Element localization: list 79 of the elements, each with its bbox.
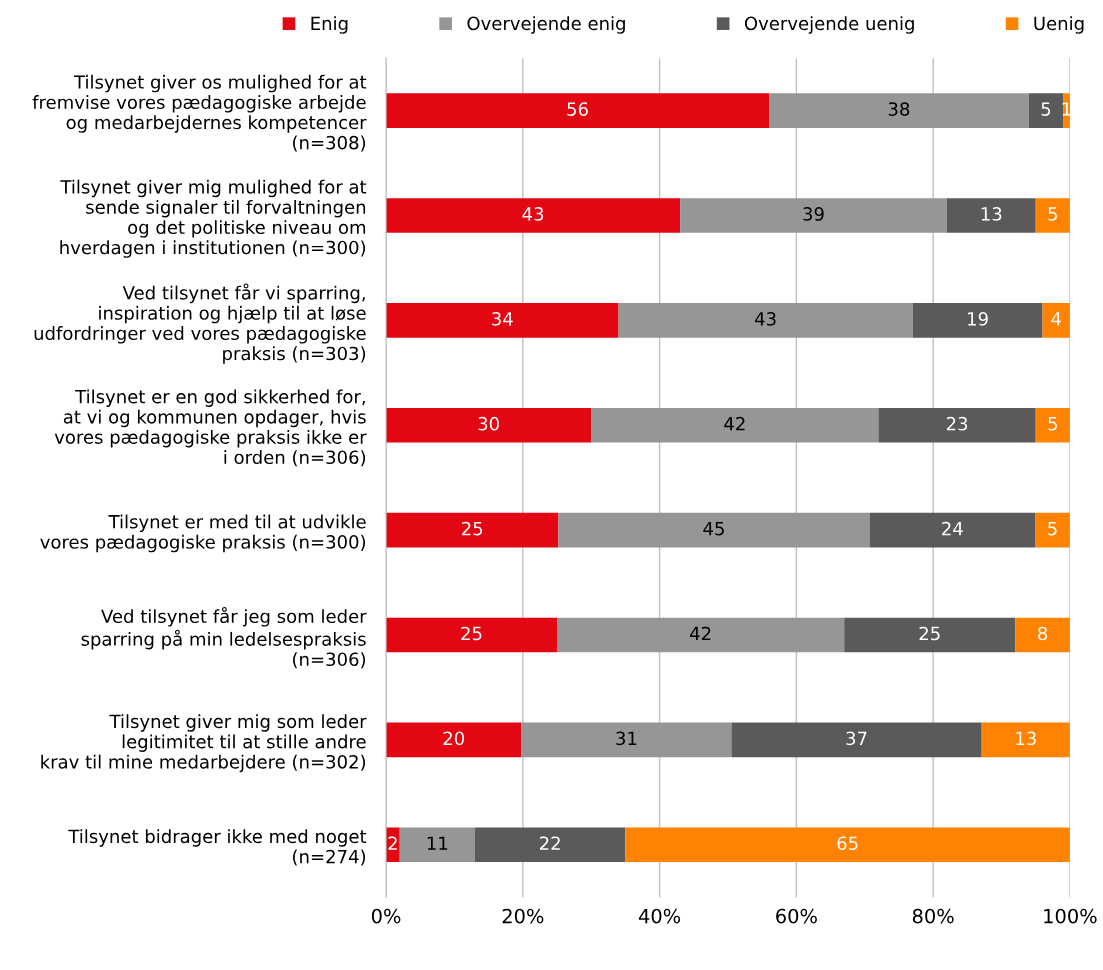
legend-label: Enig [311, 16, 348, 34]
data-label: 42 [690, 626, 711, 641]
x-tick-label: 0% [371, 908, 401, 924]
data-label: 38 [888, 102, 910, 116]
data-label: 5 [1048, 207, 1057, 221]
bar [386, 198, 681, 233]
data-label: 39 [803, 207, 824, 221]
data-label: 30 [478, 416, 499, 431]
bar [474, 827, 626, 863]
bar [386, 93, 770, 128]
data-label: 34 [492, 311, 513, 326]
bar [558, 512, 870, 548]
data-label: 22 [540, 836, 560, 850]
bar [386, 303, 619, 338]
legend-label: Overvejende enig [467, 16, 625, 34]
bar [981, 722, 1070, 758]
bar [591, 407, 879, 443]
y-tick-label: Tilsynet giver mig mulighed for at sende signaler til forvaltningen og det politiske niveau om hverdagen i institutionen (n=300) [60, 179, 367, 258]
data-label: 5 [1041, 102, 1051, 116]
x-tick-label: 60% [776, 908, 817, 924]
data-label: 45 [703, 521, 724, 536]
bar [1015, 617, 1070, 653]
bar [1035, 512, 1070, 548]
data-label: 24 [942, 521, 963, 536]
bar [399, 827, 475, 863]
bar [1042, 303, 1070, 338]
bar [557, 617, 845, 653]
y-tick-label: Ved tilsynet får jeg som leder sparring på min ledelsespraksis (n=306) [81, 606, 367, 669]
y-tick-label: Tilsynet er en god sikkerhed for, at vi og kommunen opdager, hvis vores pædagogiske praksis ikke er i orden (n=306) [54, 389, 367, 467]
y-tick-label: Tilsynet bidrager ikke med noget (n=274) [68, 829, 367, 866]
bar [386, 722, 522, 758]
bar [386, 407, 592, 443]
legend-label: Overvejende uenig [744, 16, 914, 34]
bar [912, 303, 1043, 338]
data-label: 19 [968, 311, 988, 326]
bar [844, 617, 1016, 653]
bar [1028, 93, 1064, 128]
x-tick-label: 20% [502, 908, 544, 924]
bar [521, 722, 732, 758]
data-label: 25 [462, 521, 483, 536]
data-label: 20 [443, 731, 465, 746]
data-label: 23 [946, 416, 968, 431]
data-label: 13 [981, 207, 1002, 221]
data-label: 65 [837, 836, 858, 851]
bar [625, 827, 1070, 863]
bar [769, 93, 1029, 128]
data-label: 37 [846, 731, 867, 746]
bar [386, 512, 559, 548]
y-tick-label: Tilsynet giver os mulighed for at fremvise vores pædagogiske arbejde og medarbejdernes kompetencer (n=308) [32, 74, 367, 152]
data-label: 13 [1016, 731, 1036, 746]
data-label: 56 [567, 102, 588, 116]
bar [618, 303, 913, 338]
legend-label: Uenig [1034, 16, 1084, 34]
x-tick-label: 100% [1044, 908, 1097, 924]
x-tick-label: 80% [912, 908, 954, 924]
data-label: 2 [388, 836, 397, 850]
bar [946, 198, 1036, 233]
bar [869, 512, 1036, 548]
bar [731, 722, 982, 758]
bar [386, 617, 558, 653]
bar [1035, 407, 1070, 443]
bar [1035, 198, 1070, 233]
bar [680, 198, 947, 233]
data-label: 25 [461, 626, 482, 641]
data-label: 8 [1038, 626, 1048, 641]
data-label: 4 [1051, 312, 1061, 326]
y-tick-label: Tilsynet er med til at udvikle vores pædagogiske praksis (n=300) [40, 514, 366, 553]
y-tick-label: Tilsynet giver mig som leder legitimitet til at stille andre krav til mine medarbejdere (n=302) [41, 714, 367, 773]
data-label: 11 [427, 836, 448, 850]
data-label: 43 [522, 207, 544, 221]
data-label: 5 [1048, 417, 1057, 431]
data-label: 43 [754, 311, 776, 326]
y-tick-label: Ved tilsynet får vi sparring, inspiration og hjælp til at løse udfordringer ved vores pædagogiske praksis (n=303) [34, 283, 366, 364]
bar [878, 407, 1036, 443]
x-tick-label: 40% [638, 908, 681, 924]
data-label: 5 [1048, 521, 1057, 536]
data-label: 42 [724, 416, 745, 431]
data-label: 25 [919, 626, 940, 641]
data-label: 31 [616, 731, 637, 746]
